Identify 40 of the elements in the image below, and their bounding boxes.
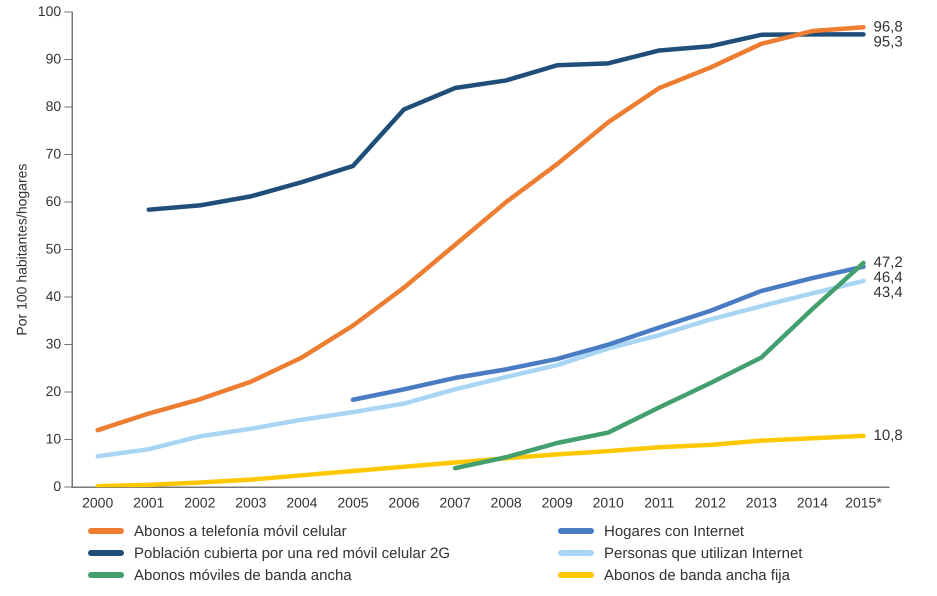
- y-tick-label: 60: [46, 192, 62, 209]
- y-tick-label: 30: [46, 336, 62, 352]
- x-tick-label: 2003: [235, 494, 267, 510]
- x-tick-label: 2005: [337, 494, 369, 510]
- y-tick-label: 100: [38, 2, 62, 19]
- y-tick-label: 90: [46, 50, 62, 66]
- legend-label: Personas que utilizan Internet: [604, 544, 802, 562]
- x-tick-label: 2015*: [845, 494, 882, 510]
- x-tick-label: 2002: [184, 494, 216, 510]
- y-tick-label: 0: [53, 478, 62, 494]
- data-label: 10,8: [873, 427, 903, 444]
- y-axis-title: Por 100 habitantes/hogares: [13, 164, 30, 336]
- x-tick-label: 2008: [490, 494, 522, 510]
- data-label: 47,2: [873, 254, 903, 272]
- x-tick-label: 2000: [82, 494, 114, 510]
- y-tick-label: 20: [46, 383, 62, 400]
- x-tick-label: 2012: [694, 494, 726, 510]
- legend-label: Población cubierta por una red móvil celular 2G: [134, 544, 450, 562]
- y-tick-label: 40: [46, 288, 62, 304]
- x-tick-label: 2011: [644, 494, 675, 510]
- x-tick-label: 2013: [746, 494, 778, 510]
- data-label: 96,8: [873, 18, 903, 36]
- x-tick-label: 2001: [133, 494, 165, 510]
- legend-label: Hogares con Internet: [604, 522, 744, 540]
- x-tick-label: 2004: [286, 494, 318, 510]
- data-label: 43,4: [873, 284, 903, 302]
- y-tick-label: 50: [46, 240, 62, 256]
- x-tick-label: 2007: [439, 494, 471, 510]
- x-tick-label: 2010: [592, 494, 624, 510]
- data-label: 46,4: [873, 269, 903, 286]
- legend-label: Abonos a telefonía móvil celular: [134, 522, 347, 540]
- legend-label: Abonos de banda ancha fija: [604, 566, 790, 584]
- x-tick-label: 2006: [388, 494, 420, 510]
- legend-label: Abonos móviles de banda ancha: [134, 566, 352, 584]
- x-tick-label: 2009: [542, 494, 573, 510]
- y-tick-label: 80: [46, 98, 62, 114]
- y-tick-label: 70: [46, 145, 62, 162]
- y-tick-label: 10: [46, 430, 62, 447]
- x-tick-label: 2014: [796, 494, 828, 510]
- data-label: 95,3: [873, 33, 903, 50]
